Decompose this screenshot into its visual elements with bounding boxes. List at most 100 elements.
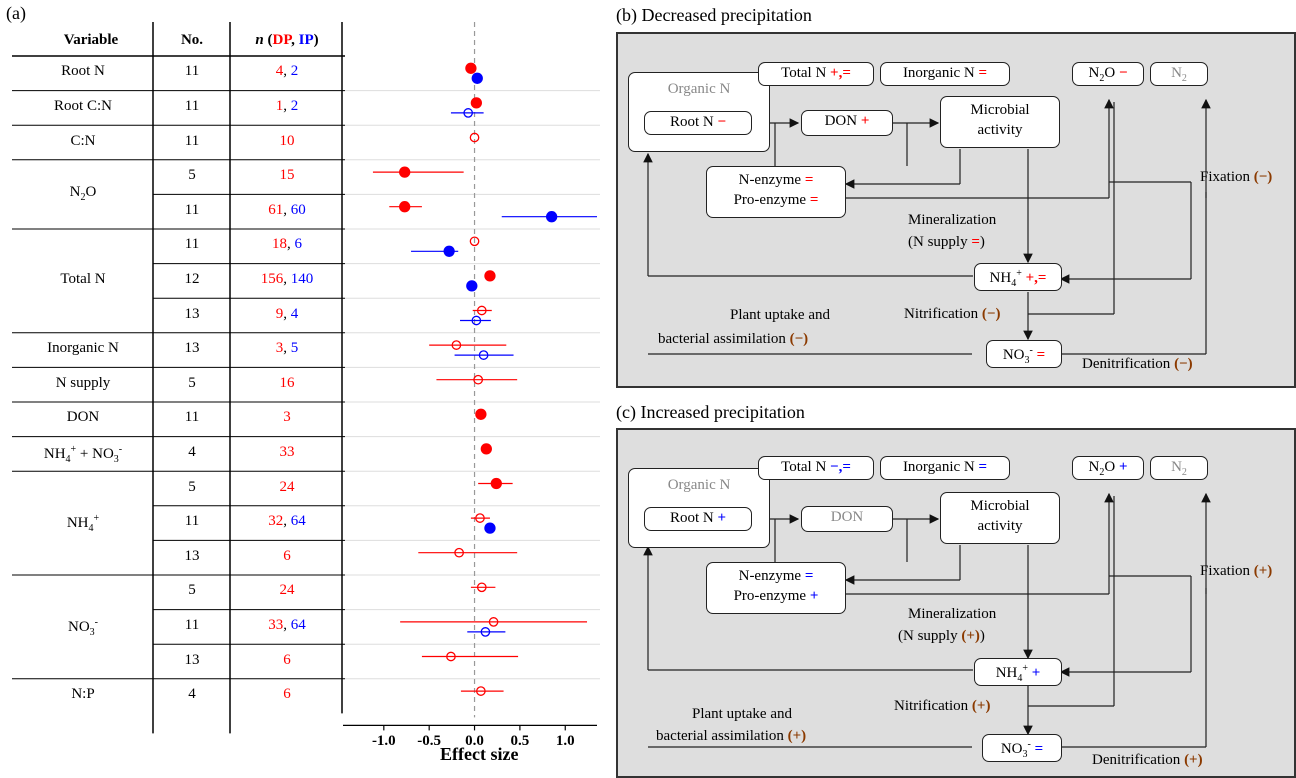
count-cell: 5 (188, 374, 196, 391)
count-cell: 11 (184, 63, 200, 80)
x-tick-label: -0.5 (417, 733, 442, 750)
n2o-box: N2O − (1072, 62, 1144, 86)
n-cell: 33, 64 (268, 616, 306, 633)
data-point (466, 280, 478, 292)
enzyme-box-c: N-enzyme = Pro-enzyme + (706, 562, 846, 614)
count-cell: 11 (184, 513, 200, 530)
nsupply-label: (N supply =) (908, 234, 985, 250)
panel-c-title: (c) Increased precipitation (616, 402, 805, 422)
data-point (469, 132, 480, 143)
variable-cell: Inorganic N (47, 340, 119, 357)
organic-n-box-c: Organic N Root N + (628, 468, 770, 548)
denitrification-label-c: Denitrification (+) (1092, 752, 1203, 768)
data-point (451, 340, 462, 350)
data-point (476, 305, 487, 316)
data-point (488, 617, 499, 627)
nh4-box-c: NH4+ + (974, 658, 1062, 686)
data-point (475, 513, 485, 523)
x-axis-label: Effect size (440, 744, 519, 764)
count-cell: 4 (188, 686, 196, 703)
data-point (469, 236, 480, 247)
x-tick-label: 0.0 (465, 733, 484, 750)
data-point (490, 477, 502, 490)
count-cell: 13 (184, 340, 200, 357)
count-cell: 11 (184, 132, 200, 149)
variable-cell: C:N (70, 132, 96, 149)
n-cell: 9, 4 (275, 305, 299, 322)
count-cell: 13 (184, 547, 200, 564)
count-cell: 13 (184, 651, 200, 668)
bacterial-assimilation-label: bacterial assimilation (−) (658, 331, 809, 347)
panel-c-arrows (643, 492, 1211, 748)
data-point (480, 627, 491, 637)
root-n-box: Root N − (644, 111, 752, 135)
data-point (478, 350, 489, 360)
mineralization-label: Mineralization (908, 212, 997, 228)
don-box: DON + (801, 110, 893, 136)
n-cell: 156, 140 (260, 270, 314, 287)
data-point (476, 582, 487, 593)
n-cell: 32, 64 (268, 513, 306, 530)
n-cell: 4, 2 (275, 63, 299, 80)
nsupply-label-c: (N supply (+)) (898, 628, 985, 644)
mineralization-label-c: Mineralization (908, 606, 997, 622)
enzyme-box: N-enzyme = Pro-enzyme = (706, 166, 846, 218)
variable-cell: Root N (61, 63, 105, 80)
don-box-c: DON (801, 506, 893, 532)
plant-uptake-label: Plant uptake and (730, 307, 830, 323)
count-cell: 13 (184, 305, 200, 322)
data-point (454, 547, 464, 558)
no3-box: NO3- = (986, 340, 1062, 368)
count-cell: 11 (184, 616, 200, 633)
panel-b-arrows (643, 98, 1211, 355)
data-point (476, 686, 486, 696)
no3-box-c: NO3- = (982, 734, 1062, 762)
variable-cell: N:P (71, 686, 95, 703)
inorganic-n-box-c: Inorganic N = (880, 456, 1010, 480)
data-point (484, 522, 496, 534)
x-tick-label: 1.0 (555, 733, 575, 750)
variable-cell: Total N (60, 270, 106, 287)
variable-cell: NH4+ + NO3- (43, 443, 123, 465)
data-point (480, 443, 492, 455)
count-cell: 11 (184, 236, 200, 253)
data-point (463, 108, 474, 118)
fixation-label-c: Fixation (+) (1200, 563, 1273, 579)
n-cell: 16 (279, 374, 295, 391)
count-cell: 11 (184, 97, 200, 114)
total-n-box-c: Total N −,= (758, 456, 874, 480)
n-cell: 6 (283, 547, 291, 564)
fixation-label: Fixation (−) (1200, 169, 1273, 185)
total-n-box: Total N +,= (758, 62, 874, 86)
n-cell: 1, 2 (275, 97, 299, 114)
variable-cell: NO3- (67, 616, 98, 638)
n2-box-c: N2 (1150, 456, 1208, 480)
data-point (443, 245, 455, 257)
n2o-box-c: N2O + (1072, 456, 1144, 480)
n-cell: 3, 5 (275, 340, 299, 357)
panel-b: Organic N Root N − Total N +,= Inorganic… (616, 32, 1296, 388)
n-cell: 6 (283, 686, 291, 703)
nitrification-label-c: Nitrification (+) (894, 698, 991, 714)
panel-a-label: (a) (6, 3, 26, 23)
data-point (484, 270, 496, 282)
data-point (399, 201, 411, 213)
count-cell: 5 (188, 478, 196, 495)
n-cell: 6 (283, 651, 291, 668)
count-cell: 5 (188, 582, 196, 599)
organic-n-box: Organic N Root N − (628, 72, 770, 152)
header-variable: Variable (63, 32, 119, 48)
inorganic-n-box: Inorganic N = (880, 62, 1010, 86)
header-no: No. (180, 32, 204, 48)
data-point (471, 72, 483, 84)
data-point (399, 166, 411, 178)
variable-cell: N supply (55, 374, 111, 391)
microbial-activity-box: Microbial activity (940, 96, 1060, 148)
denitrification-label: Denitrification (−) (1082, 356, 1193, 372)
microbial-activity-box-c: Microbial activity (940, 492, 1060, 544)
x-tick-label: -1.0 (371, 733, 396, 750)
variable-cell: DON (66, 409, 100, 426)
nh4-box: NH4+ +,= (974, 263, 1062, 291)
data-point (465, 62, 477, 74)
n-cell: 3 (283, 409, 291, 426)
